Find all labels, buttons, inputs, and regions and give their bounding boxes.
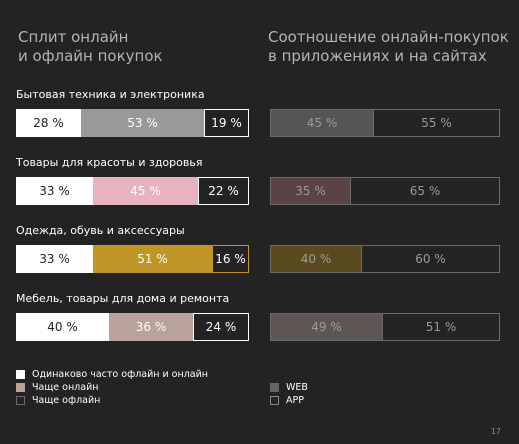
split-segment-1-1: 45 %: [93, 177, 198, 205]
split-value-label-2-1: 51 %: [137, 252, 168, 266]
channel-value-label-1-1: 65 %: [409, 184, 441, 198]
split-value-label-0-2: 19 %: [211, 116, 242, 130]
channel-value-label-0-0: 45 %: [306, 116, 338, 130]
channel-segment-3-0: 49 %: [270, 313, 383, 341]
split-segment-0-2: 19 %: [204, 109, 249, 137]
legend-swatch-online: [16, 383, 25, 392]
channel-value-label-3-0: 49 %: [311, 320, 342, 334]
split-segment-2-2: 16 %: [212, 245, 249, 273]
channel-segment-3-1: 51 %: [383, 313, 500, 341]
channel-value-label-0-1: 55 %: [421, 116, 452, 130]
legend-label-online: Чаще онлайн: [32, 382, 99, 393]
legend-item-online: Чаще онлайн: [16, 381, 208, 394]
channel-value-label-2-1: 60 %: [415, 252, 446, 266]
split-value-label-3-0: 40 %: [47, 320, 78, 334]
page-number: 17: [490, 427, 501, 436]
legend-item-app: APP: [270, 394, 308, 407]
legend-swatch-offline: [16, 396, 25, 405]
channel-bar-2: 40 % 60 %: [270, 245, 500, 273]
channel-segment-0-1: 55 %: [374, 109, 500, 137]
legend-label-web: WEB: [286, 382, 308, 393]
legend-item-same: Одинаково часто офлайн и онлайн: [16, 368, 208, 381]
legend-label-same: Одинаково часто офлайн и онлайн: [32, 369, 208, 380]
category-label-2: Одежда, обувь и аксессуары: [16, 224, 185, 237]
split-value-label-0-1: 53 %: [127, 116, 158, 130]
channel-value-label-3-1: 51 %: [425, 320, 457, 334]
split-segment-0-0: 28 %: [16, 109, 81, 137]
split-value-label-1-1: 45 %: [130, 184, 161, 198]
left-title-line-1: Сплит онлайн: [18, 28, 129, 46]
split-segment-2-0: 33 %: [16, 245, 93, 273]
legend-swatch-web: [270, 383, 279, 392]
split-bar-1: 33 % 45 % 22 %: [16, 177, 249, 205]
split-segment-1-2: 22 %: [198, 177, 249, 205]
legend-label-app: APP: [286, 395, 304, 406]
split-bar-2: 33 % 51 % 16 %: [16, 245, 249, 273]
legend-item-offline: Чаще офлайн: [16, 394, 208, 407]
split-value-label-1-2: 22 %: [208, 184, 239, 198]
category-label-3: Мебель, товары для дома и ремонта: [16, 292, 230, 305]
split-value-label-3-1: 36 %: [135, 320, 167, 334]
legend-swatch-same: [16, 370, 25, 379]
channel-segment-2-1: 60 %: [362, 245, 500, 273]
channel-bar-1: 35 % 65 %: [270, 177, 500, 205]
split-bar-3: 40 % 36 % 24 %: [16, 313, 249, 341]
split-segment-0-1: 53 %: [81, 109, 204, 137]
channel-segment-2-0: 40 %: [270, 245, 362, 273]
right-legend: WEB APP: [270, 381, 308, 407]
legend-swatch-app: [270, 396, 279, 405]
split-segment-2-1: 51 %: [93, 245, 212, 273]
split-value-label-0-0: 28 %: [33, 116, 64, 130]
channel-segment-1-0: 35 %: [270, 177, 351, 205]
split-value-label-1-0: 33 %: [39, 184, 70, 198]
left-legend: Одинаково часто офлайн и онлайн Чаще онл…: [16, 368, 208, 407]
category-label-1: Товары для красоты и здоровья: [16, 156, 203, 169]
channel-value-label-2-0: 40 %: [300, 252, 332, 266]
left-chart-title: Сплит онлайн и офлайн покупок: [18, 28, 258, 66]
right-title-line-1: Соотношение онлайн-покупок: [268, 28, 509, 46]
channel-value-label-1-0: 35 %: [295, 184, 326, 198]
right-title-line-2: в приложениях и на сайтах: [268, 47, 487, 65]
split-segment-3-1: 36 %: [109, 313, 193, 341]
channel-segment-0-0: 45 %: [270, 109, 374, 137]
split-segment-3-2: 24 %: [193, 313, 249, 341]
split-bar-0: 28 % 53 % 19 %: [16, 109, 249, 137]
left-title-line-2: и офлайн покупок: [18, 47, 163, 65]
split-segment-3-0: 40 %: [16, 313, 109, 341]
split-value-label-2-0: 33 %: [39, 252, 70, 266]
split-value-label-2-2: 16 %: [215, 252, 246, 266]
channel-segment-1-1: 65 %: [351, 177, 500, 205]
split-value-label-3-2: 24 %: [205, 320, 237, 334]
legend-label-offline: Чаще офлайн: [32, 395, 101, 406]
channel-bar-0: 45 % 55 %: [270, 109, 500, 137]
channel-bar-3: 49 % 51 %: [270, 313, 500, 341]
right-chart-title: Соотношение онлайн-покупок в приложениях…: [268, 28, 516, 66]
category-label-0: Бытовая техника и электроника: [16, 88, 205, 101]
legend-item-web: WEB: [270, 381, 308, 394]
split-segment-1-0: 33 %: [16, 177, 93, 205]
